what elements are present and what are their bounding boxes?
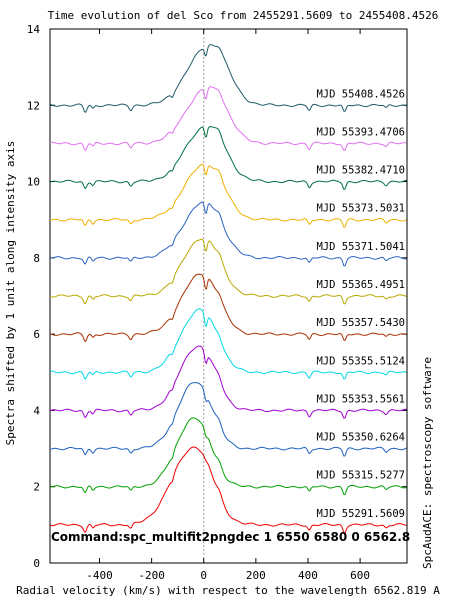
series-line: [50, 417, 407, 495]
x-tick-label: 0: [200, 569, 207, 582]
series-label: MJD 55408.4526: [316, 88, 405, 100]
series-line: [49, 382, 407, 457]
plot-area: -400 -200 0 200 400 600 0 2 4 6 8 10 12 14 MJD 55291.5…: [27, 23, 408, 582]
series-label: MJD 55371.5041: [316, 241, 405, 253]
x-tick-label: 200: [246, 569, 266, 582]
y-tick-label: 10: [27, 176, 40, 189]
y-tick-label: 2: [33, 481, 40, 494]
series-line: [49, 238, 407, 305]
series-label: MJD 55355.5124: [316, 355, 405, 367]
series-label: MJD 55291.5609: [316, 508, 405, 520]
series-label: MJD 55382.4710: [316, 165, 405, 177]
series-group: MJD 55350.6264: [49, 382, 407, 457]
y-axis-label: Spectra shifted by 1 unit along intensit…: [4, 141, 17, 446]
x-axis-label: Radial velocity (km/s) with respect to t…: [16, 584, 440, 597]
series-group: MJD 55357.5430: [49, 273, 407, 343]
series-label: MJD 55365.4951: [316, 279, 405, 291]
x-tick-label: -400: [86, 569, 113, 582]
series-group: MJD 55355.5124: [50, 308, 407, 380]
series-line: [49, 345, 407, 419]
series-line: [49, 44, 407, 114]
x-tick-label: 400: [298, 569, 318, 582]
y-tick-label: 4: [33, 404, 40, 417]
series-line: [50, 308, 407, 380]
x-tick-label: -200: [138, 569, 165, 582]
series-label: MJD 55373.5031: [316, 203, 405, 215]
series-group: MJD 55365.4951: [49, 238, 407, 305]
y-tick-label: 0: [33, 557, 40, 570]
series-group: MJD 55315.5277: [50, 417, 407, 495]
series-label: MJD 55350.6264: [316, 432, 405, 444]
x-tick-label: 600: [350, 569, 370, 582]
series-label: MJD 55393.4706: [316, 126, 405, 138]
y-tick-label: 6: [33, 328, 40, 341]
y-tick-label: 12: [27, 99, 40, 112]
series-line: [50, 201, 407, 267]
side-label: SpcAudACE: spectroscopy software: [421, 357, 434, 569]
series-label: MJD 55353.5561: [316, 393, 405, 405]
plot-frame: [49, 28, 408, 564]
series-label: MJD 55357.5430: [316, 317, 405, 329]
series-group: MJD 55393.4706: [49, 86, 407, 152]
series-group: MJD 55382.4710: [49, 126, 407, 190]
chart-title: Time evolution of del Sco from 2455291.5…: [48, 9, 439, 22]
series-group: MJD 55373.5031: [49, 163, 407, 228]
series-group: MJD 55408.4526: [49, 44, 407, 114]
command-text: Command:spc_multifit2pngdec 1 6550 6580 …: [51, 530, 410, 545]
series-line: [49, 126, 407, 190]
series-group: MJD 55371.5041: [50, 201, 407, 267]
series-line: [49, 446, 407, 534]
series-group: MJD 55353.5561: [49, 345, 407, 419]
series-line: [49, 163, 407, 228]
series-label: MJD 55315.5277: [316, 470, 405, 482]
series-group: MJD 55291.5609: [49, 446, 407, 534]
series-line: [49, 273, 407, 343]
series-line: [49, 86, 407, 152]
y-tick-label: 14: [27, 23, 41, 36]
y-tick-label: 8: [33, 252, 40, 265]
